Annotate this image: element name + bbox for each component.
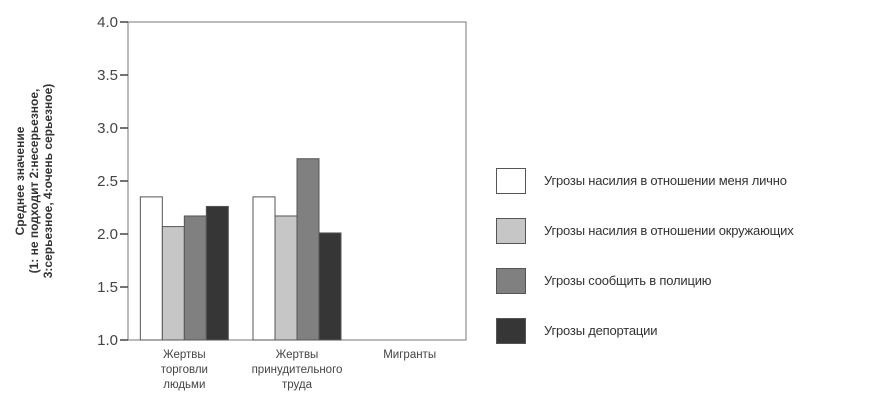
legend-swatch bbox=[496, 168, 526, 194]
legend-label: Угрозы насилия в отношении окружающих bbox=[544, 223, 794, 238]
y-axis: 1.0 1.5 2.0 2.5 3.0 3.5 4.0 bbox=[97, 14, 128, 349]
legend-label: Угрозы сообщить в полицию bbox=[544, 273, 712, 288]
y-tick-label: 4.0 bbox=[97, 14, 118, 31]
bars bbox=[139, 158, 342, 341]
y-tick-label: 3.0 bbox=[97, 120, 118, 137]
legend-swatch bbox=[496, 318, 526, 344]
legend-label: Угрозы депортации bbox=[544, 323, 658, 338]
y-tick-label: 1.0 bbox=[97, 332, 118, 349]
bar bbox=[318, 232, 342, 341]
bar bbox=[205, 205, 229, 341]
bar bbox=[183, 215, 207, 341]
bar bbox=[274, 215, 298, 341]
bar bbox=[139, 196, 163, 341]
bar bbox=[252, 196, 276, 341]
legend-label: Угрозы насилия в отношении меня лично bbox=[544, 173, 787, 188]
legend-swatch bbox=[496, 268, 526, 294]
x-category-label: Мигранты bbox=[383, 349, 436, 361]
bar bbox=[296, 158, 320, 341]
y-axis-title: Среднее значение(1: не подходит 2:несерь… bbox=[13, 84, 55, 279]
y-tick-label: 3.5 bbox=[97, 67, 118, 84]
bar bbox=[161, 226, 185, 341]
y-tick-label: 2.5 bbox=[97, 173, 118, 190]
legend-swatch bbox=[496, 218, 526, 244]
x-axis: Жертвы торговли людьми Жертвы принудительног… bbox=[161, 349, 436, 391]
y-tick-label: 2.0 bbox=[97, 226, 118, 243]
x-category-label: Жертвы принудительного труда bbox=[252, 349, 343, 391]
y-tick-label: 1.5 bbox=[97, 279, 118, 296]
x-category-label: Жертвы торговли людьми bbox=[161, 349, 208, 391]
y-axis-label: Среднее значение(1: не подходит 2:несерь… bbox=[13, 84, 55, 279]
